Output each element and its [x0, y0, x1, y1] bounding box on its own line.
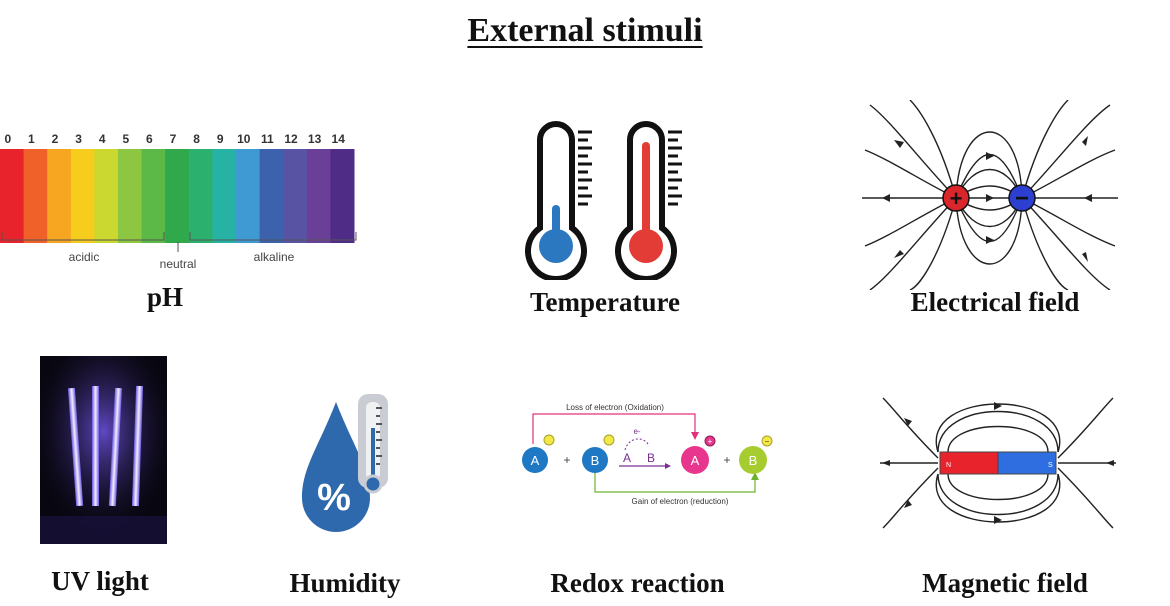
positive-charge-icon [942, 184, 970, 212]
ph-color-band [47, 149, 72, 243]
redox-charge-minus: − [765, 437, 770, 446]
ph-scale-number: 13 [308, 132, 322, 146]
ph-color-band [212, 149, 237, 243]
ph-color-band [236, 149, 261, 243]
hot-thermometer-icon [615, 121, 682, 282]
ph-color-band [70, 149, 95, 243]
ph-scale: 0 1 2 3 4 5 6 7 8 9 10 11 12 13 14 acidic neutral alka… [0, 132, 357, 271]
magnet-south-pole [997, 451, 1057, 475]
electrical-field-caption: Electrical field [910, 287, 1080, 317]
redox-diagram: Loss of electron (Oxidation) Gain of ele… [522, 403, 773, 506]
ph-scale-number: 4 [99, 132, 106, 146]
redox-atom-a-oxidized: A [691, 453, 700, 468]
ph-neutral-label: neutral [160, 257, 197, 271]
temperature-caption: Temperature [530, 287, 680, 317]
ph-scale-number: 6 [146, 132, 153, 146]
ph-color-band [306, 149, 331, 243]
ph-scale-number: 14 [332, 132, 346, 146]
ph-scale-number: 7 [170, 132, 177, 146]
redox-plus-2: + [723, 453, 730, 467]
ph-scale-number: 0 [4, 132, 11, 146]
redox-charge-plus: + [708, 437, 713, 446]
ph-panel: 0 1 2 3 4 5 6 7 8 9 10 11 12 13 14 acidic neutral alka… [0, 125, 360, 275]
magnetic-field-caption: Magnetic field [922, 568, 1088, 598]
ph-color-band [283, 149, 308, 243]
redox-atom-b: B [591, 453, 600, 468]
ph-scale-number: 1 [28, 132, 35, 146]
ph-scale-number: 10 [237, 132, 251, 146]
ph-color-band [118, 149, 143, 243]
ph-caption: pH [146, 282, 184, 312]
humidity-icon: % [302, 394, 388, 532]
redox-gain-label: Gain of electron (reduction) [632, 497, 729, 506]
redox-electron-label: e- [633, 427, 640, 436]
ph-alkaline-label: alkaline [254, 250, 295, 264]
ph-scale-number: 3 [75, 132, 82, 146]
magnet-north-label: N [946, 462, 951, 469]
ph-scale-number: 5 [122, 132, 129, 146]
negative-charge-symbol: − [1015, 185, 1029, 212]
ph-color-band [330, 149, 355, 243]
magnetic-field-panel: N S [878, 388, 1118, 538]
magnet-field-lines: N S [880, 397, 1116, 529]
ph-color-band [0, 149, 25, 243]
ph-scale-number: 2 [52, 132, 59, 146]
redox-reaction-a: A [623, 451, 631, 465]
magnet-south-label: S [1048, 462, 1053, 469]
redox-reaction-b: B [647, 451, 655, 465]
thermometer-icons [525, 121, 682, 282]
uv-light-image [40, 356, 167, 544]
negative-charge-icon [1008, 184, 1036, 212]
ph-scale-number: 8 [193, 132, 200, 146]
electrical-field-panel: + − [860, 99, 1120, 291]
redox-loss-label: Loss of electron (Oxidation) [566, 403, 664, 412]
electric-field-lines: + − [862, 99, 1118, 291]
ph-color-band [259, 149, 284, 243]
ph-color-band [165, 149, 190, 243]
cold-thermometer-icon [525, 121, 592, 282]
humidity-caption: Humidity [289, 568, 401, 598]
uv-light-caption: UV light [51, 566, 149, 596]
redox-atom-a: A [531, 453, 540, 468]
positive-charge-symbol: + [950, 186, 963, 211]
temperature-panel [520, 120, 700, 282]
redox-reaction-caption: Redox reaction [550, 568, 725, 598]
ph-scale-number: 12 [284, 132, 298, 146]
redox-panel: Loss of electron (Oxidation) Gain of ele… [515, 400, 780, 510]
redox-atom-b-reduced: B [749, 453, 758, 468]
humidity-panel: % [298, 388, 398, 538]
humidity-percent-symbol: % [317, 477, 351, 519]
ph-color-band [141, 149, 166, 243]
ph-scale-number: 11 [261, 132, 274, 146]
ph-color-band [23, 149, 48, 243]
ph-color-band [188, 149, 213, 243]
uv-lamp-icon [40, 356, 167, 544]
redox-plus-1: + [563, 453, 570, 467]
ph-color-band [94, 149, 119, 243]
ph-scale-number: 9 [217, 132, 224, 146]
page-title: External stimuli [467, 12, 703, 49]
ph-acidic-label: acidic [69, 250, 100, 264]
